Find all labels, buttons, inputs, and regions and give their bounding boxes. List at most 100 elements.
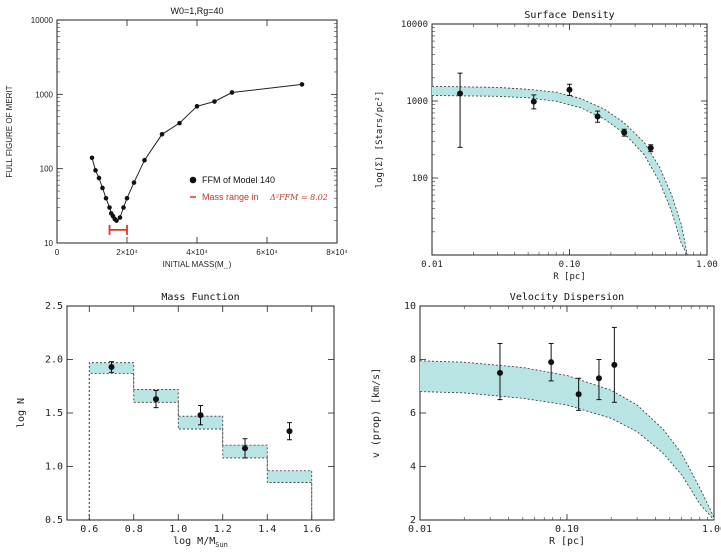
data-point: [153, 396, 159, 403]
data-point: [457, 90, 464, 97]
data-point: [595, 375, 602, 382]
plot-frame: [431, 23, 708, 256]
data-point: [242, 445, 248, 452]
x-tick-label: 0.8: [125, 524, 143, 535]
data-point: [121, 205, 126, 210]
legend-range-formula: Δ²FFM = 8.02: [269, 193, 328, 202]
y-tick-label: 10000: [31, 16, 54, 25]
x-tick-label: 1.00: [696, 260, 718, 270]
legend-range-label: Mass range in: [202, 192, 259, 202]
data-point: [647, 145, 654, 152]
x-axis-label-main: log M/M: [173, 536, 215, 547]
x-axis-label: R [pc]: [549, 536, 585, 547]
y-tick-label: 10: [404, 301, 416, 312]
y-axis-label: log(Σ) [Stars/pc²]: [375, 91, 385, 189]
band-upper-edge: [432, 85, 688, 255]
x-tick-label: 1.2: [214, 524, 232, 535]
y-tick-label: 6: [410, 408, 416, 419]
model-band: [420, 360, 714, 520]
data-point: [177, 120, 182, 126]
y-tick-label: 100: [40, 165, 54, 174]
data-point: [548, 359, 555, 366]
y-axis-label: v (prop) [km/s]: [371, 368, 382, 458]
plot-frame: [56, 19, 338, 244]
x-axis-label-sub: ...: [224, 265, 229, 271]
band-lower-edge: [419, 391, 715, 521]
data-point: [496, 369, 503, 376]
x-axis-label-close: ): [229, 260, 232, 269]
x-tick-label: 0.10: [555, 524, 579, 535]
y-tick-label: 1000: [406, 97, 428, 107]
y-tick-label: 10000: [401, 20, 428, 30]
x-tick-label: 1.00: [702, 524, 721, 535]
y-tick-label: 1000: [35, 90, 53, 99]
y-tick-label: 2.5: [45, 301, 63, 312]
surface-density-chart: Surface Density 0.01 0.10 1.00 100 1000 10000 R…: [375, 10, 718, 282]
y-tick-label: 8: [410, 355, 416, 366]
velocity-dispersion-chart: Velocity Dispersion 0.01 0.10 1.00 2 4 6 8 10 R […: [371, 292, 721, 547]
data-point: [107, 205, 112, 210]
ffm-chart: W0=1,Rg=40 0 2×10⁴ 4×10⁴ 6×10⁴ 8×10⁴ 10 100 1000…: [5, 6, 348, 271]
data-point: [530, 98, 537, 105]
data-point: [229, 90, 235, 95]
data-point: [212, 99, 217, 104]
data-point: [89, 155, 95, 161]
chart-title: Velocity Dispersion: [510, 292, 624, 303]
x-axis-label-main: INITIAL MASS(M: [163, 260, 224, 269]
x-axis-label: log M/MSun: [173, 536, 228, 549]
data-point: [142, 157, 147, 163]
data-point: [194, 104, 200, 109]
band-upper-edge: [419, 360, 715, 518]
y-axis-label: FULL FIGURE OF MERIT: [5, 85, 14, 177]
x-tick-label: 1.4: [258, 524, 276, 535]
x-tick-label: 4×10⁴: [186, 248, 208, 257]
data-point: [197, 412, 204, 419]
data-point: [103, 195, 109, 201]
model-band-group: [432, 85, 688, 255]
data-point: [96, 175, 102, 181]
y-tick-label: 1.5: [45, 408, 63, 419]
data-point: [299, 82, 305, 87]
y-tick-label: 4: [410, 462, 416, 473]
legend-marker: [189, 176, 197, 184]
data-point: [611, 361, 618, 368]
legend: FFM of Model 140 Mass range in Δ²FFM = 8.0…: [189, 175, 328, 202]
y-tick-label: 0.5: [45, 515, 63, 526]
x-tick-label: 0.01: [421, 260, 443, 270]
model-band: [432, 86, 688, 255]
band-lower-edge: [432, 95, 688, 255]
data-point: [100, 185, 105, 191]
y-tick-label: 10: [44, 239, 53, 248]
x-axis-label-sub: Sun: [215, 541, 228, 549]
chart-title: Surface Density: [524, 10, 614, 21]
y-tick-label: 100: [412, 174, 428, 184]
y-axis-label: log N: [16, 398, 27, 428]
band-lower-edge: [88, 373, 313, 520]
data-point: [566, 86, 573, 93]
x-tick-label: 0.6: [80, 524, 98, 535]
data-point: [159, 131, 165, 137]
x-tick-label: 0.10: [559, 260, 581, 270]
y-tick-label: 1.0: [45, 462, 63, 473]
band-upper-edge: [88, 362, 313, 520]
data-point: [594, 113, 601, 120]
x-tick-label: 0: [55, 248, 60, 257]
legend-label: FFM of Model 140: [202, 175, 275, 185]
data-point: [131, 180, 137, 185]
x-tick-label: 2×10⁴: [116, 248, 138, 257]
x-tick-label: 0.01: [408, 524, 432, 535]
y-tick-label: 2: [410, 515, 416, 526]
model-band-bin: [267, 470, 312, 483]
x-axis-label: R [pc]: [553, 272, 586, 282]
chart-title: Mass Function: [161, 292, 239, 303]
data-point: [108, 363, 115, 370]
data-point: [93, 168, 98, 173]
data-point: [286, 428, 293, 435]
data-point: [575, 391, 582, 398]
chart-title: W0=1,Rg=40: [170, 6, 223, 16]
x-tick-label: 1.0: [169, 524, 187, 535]
x-axis-label: INITIAL MASS(M...): [163, 260, 232, 271]
plot-frame: [419, 305, 715, 521]
x-tick-label: 6×10⁴: [256, 248, 278, 257]
